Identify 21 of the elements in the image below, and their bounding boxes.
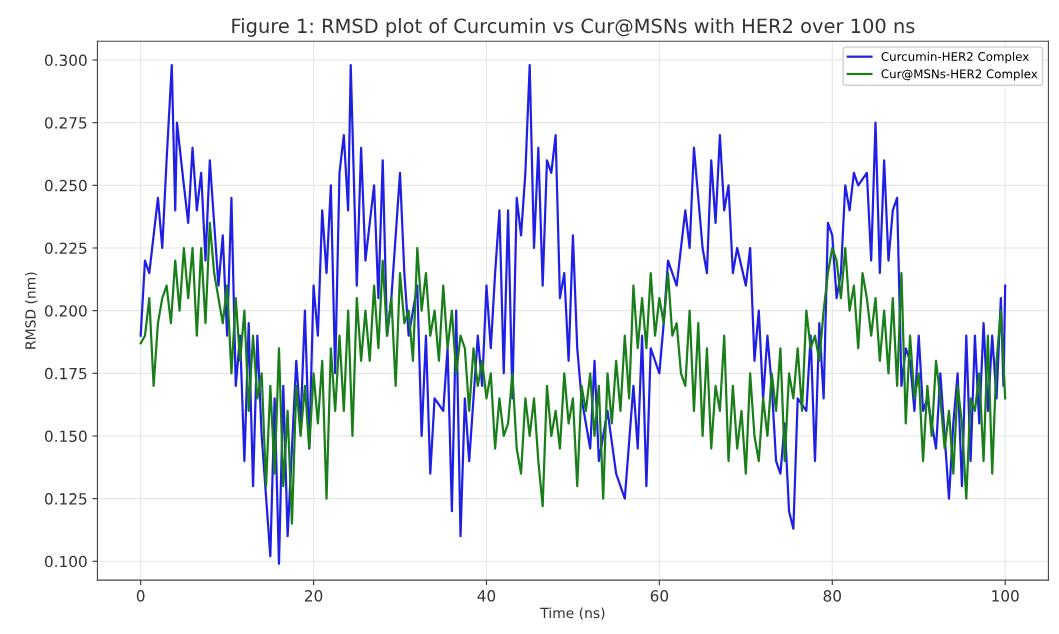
y-axis-title: RMSD (nm)	[24, 272, 38, 349]
legend-label: Curcumin-HER2 Complex	[881, 51, 1029, 64]
x-tick-label: 80	[823, 590, 841, 602]
x-tick-label: 100	[992, 590, 1019, 602]
y-tick-label: 0.100	[44, 555, 87, 568]
y-tick-label: 0.250	[44, 179, 87, 192]
x-tick-label: 20	[304, 590, 323, 602]
x-tick-label: 40	[477, 590, 496, 602]
x-tick-label: 0	[136, 590, 145, 602]
line-series	[139, 221, 1007, 525]
y-tick-label: 0.225	[44, 242, 87, 255]
x-tick-label: 60	[650, 590, 669, 602]
y-tick-label: 0.125	[44, 493, 87, 505]
y-tick-label: 0.150	[44, 430, 87, 443]
y-tick-label: 0.275	[44, 117, 87, 129]
y-tick-label: 0.175	[44, 367, 87, 380]
legend-label: Cur@MSNs-HER2 Complex	[881, 69, 1038, 81]
y-tick-label: 0.300	[44, 54, 87, 67]
x-axis-title: Time (ns)	[540, 607, 605, 620]
chart-title: Figure 1: RMSD plot of Curcumin vs Cur@MSNs with HER2 over 100 ns	[232, 18, 915, 37]
y-tick-label: 0.200	[44, 305, 87, 317]
